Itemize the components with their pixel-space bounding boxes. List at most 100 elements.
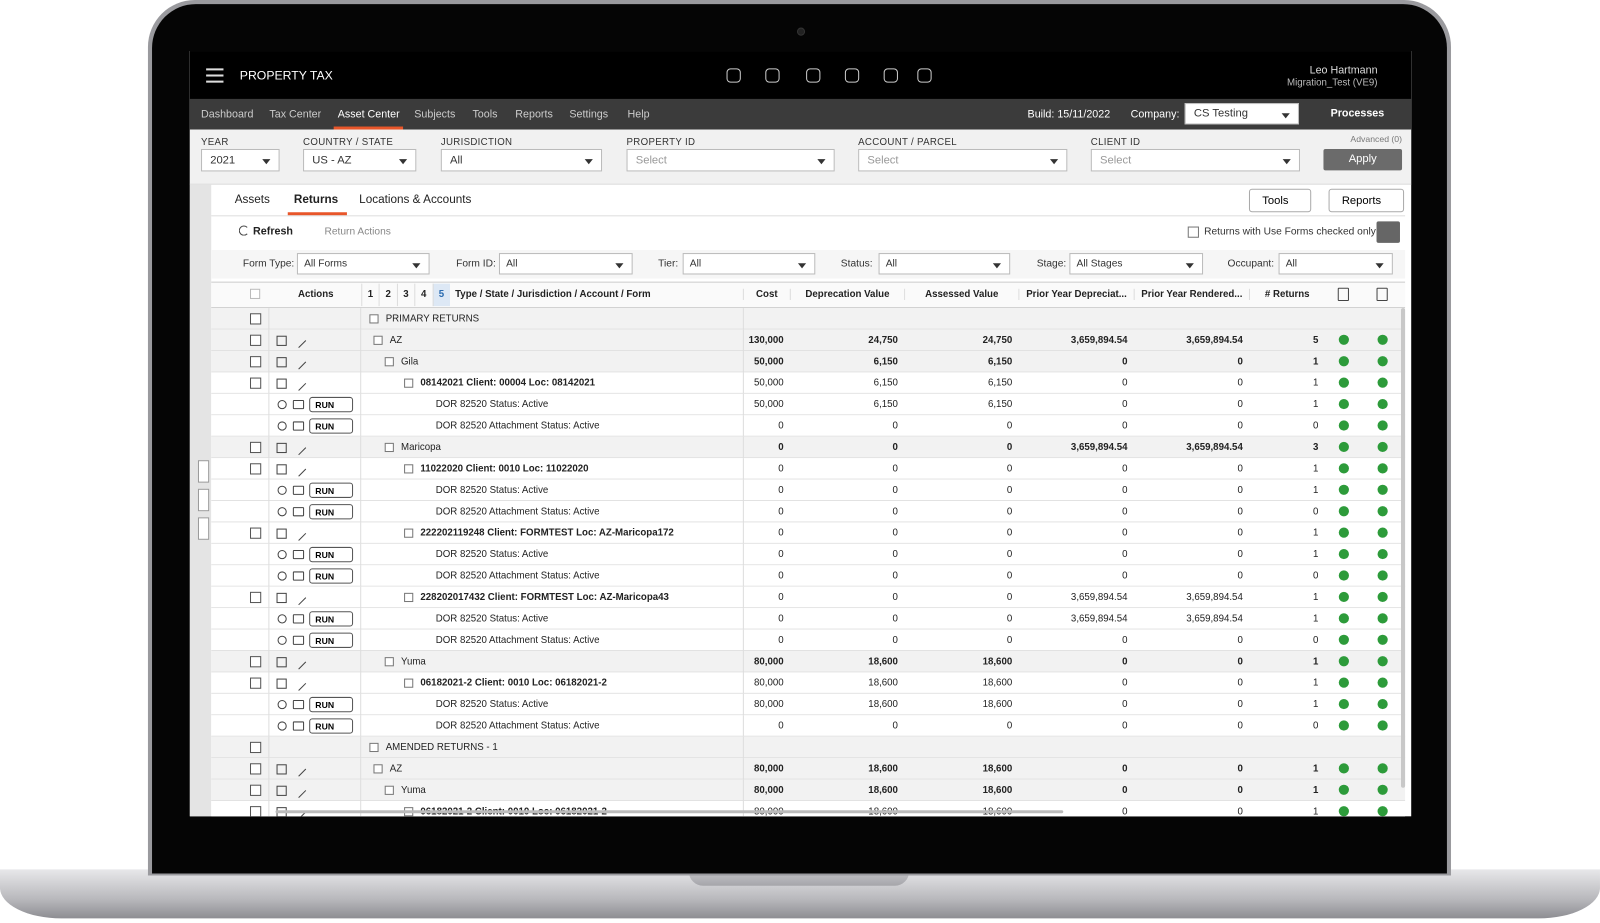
- copy-icon[interactable]: [276, 442, 287, 454]
- row-checkbox[interactable]: [249, 763, 262, 775]
- expand-toggle[interactable]: [384, 785, 394, 795]
- reports-button[interactable]: Reports: [1328, 188, 1405, 213]
- nav-item[interactable]: Help: [627, 108, 650, 121]
- comment-icon[interactable]: [292, 507, 305, 517]
- sidebar-toggle[interactable]: [197, 517, 210, 540]
- header-icon[interactable]: [883, 68, 898, 83]
- use-forms-checkbox[interactable]: [1187, 226, 1199, 238]
- search-icon[interactable]: [277, 635, 287, 645]
- sidebar-toggle[interactable]: [197, 460, 210, 483]
- copy-icon[interactable]: [276, 657, 287, 668]
- tier-button[interactable]: 4: [414, 283, 431, 307]
- copy-icon[interactable]: [276, 785, 287, 796]
- copy-icon[interactable]: [276, 528, 287, 539]
- tier-button[interactable]: 2: [378, 283, 396, 307]
- form-filter-select[interactable]: All: [1278, 253, 1393, 275]
- expand-toggle[interactable]: [369, 742, 379, 753]
- menu-icon[interactable]: [206, 68, 224, 71]
- row-checkbox[interactable]: [249, 463, 262, 475]
- search-icon[interactable]: [277, 614, 287, 624]
- comment-icon[interactable]: [292, 721, 305, 731]
- expand-toggle[interactable]: [404, 592, 414, 603]
- filter-select[interactable]: Select: [858, 148, 1068, 172]
- comment-icon[interactable]: [292, 571, 305, 581]
- header-icon[interactable]: [726, 68, 741, 83]
- expand-toggle[interactable]: [373, 764, 383, 774]
- comment-icon[interactable]: [292, 549, 305, 560]
- return-actions[interactable]: Return Actions: [324, 226, 391, 238]
- run-button[interactable]: RUN: [309, 632, 354, 648]
- expand-toggle[interactable]: [369, 314, 379, 324]
- tab[interactable]: Assets: [234, 193, 270, 207]
- copy-icon[interactable]: [276, 357, 287, 368]
- row-checkbox[interactable]: [249, 334, 262, 346]
- nav-item[interactable]: Dashboard: [201, 108, 254, 121]
- nav-item[interactable]: Subjects: [414, 108, 456, 121]
- apply-button[interactable]: Apply: [1323, 148, 1403, 171]
- processes[interactable]: Processes: [1330, 107, 1385, 120]
- header-icon[interactable]: [806, 68, 821, 83]
- filter-select[interactable]: Select: [1090, 148, 1300, 172]
- copy-icon[interactable]: [276, 592, 287, 604]
- search-icon[interactable]: [277, 485, 287, 495]
- expand-toggle[interactable]: [384, 442, 394, 453]
- form-filter-select[interactable]: All Stages: [1069, 253, 1204, 275]
- run-button[interactable]: RUN: [309, 546, 354, 563]
- row-checkbox[interactable]: [249, 591, 262, 604]
- nav-item[interactable]: Tools: [472, 108, 498, 121]
- run-button[interactable]: RUN: [309, 568, 354, 584]
- copy-icon[interactable]: [276, 464, 287, 475]
- search-icon[interactable]: [277, 399, 287, 410]
- filter-select[interactable]: 2021: [201, 148, 280, 172]
- run-button[interactable]: RUN: [309, 504, 354, 520]
- tools-button[interactable]: Tools: [1248, 188, 1312, 213]
- form-filter-select[interactable]: All: [498, 253, 633, 275]
- advanced[interactable]: Advanced (0): [1350, 133, 1403, 144]
- tier-button[interactable]: 3: [396, 283, 414, 307]
- refresh[interactable]: Refresh: [253, 225, 293, 238]
- nav-item[interactable]: Reports: [515, 108, 553, 121]
- comment-icon[interactable]: [292, 699, 305, 710]
- header-icon[interactable]: [765, 68, 780, 83]
- row-checkbox[interactable]: [249, 377, 262, 389]
- run-button[interactable]: RUN: [309, 718, 354, 734]
- form-filter-select[interactable]: All Forms: [296, 253, 430, 275]
- search-icon[interactable]: [277, 549, 287, 560]
- list-button[interactable]: [1376, 221, 1400, 243]
- header-checkbox[interactable]: [249, 288, 261, 299]
- tab[interactable]: Returns: [293, 193, 339, 207]
- form-filter-select[interactable]: All: [682, 253, 816, 275]
- search-icon[interactable]: [277, 507, 287, 517]
- row-checkbox[interactable]: [249, 656, 262, 668]
- menu-icon[interactable]: [206, 74, 224, 77]
- run-button[interactable]: RUN: [309, 396, 354, 413]
- run-button[interactable]: RUN: [309, 696, 354, 713]
- expand-toggle[interactable]: [384, 657, 394, 667]
- expand-toggle[interactable]: [404, 464, 414, 474]
- menu-icon[interactable]: [206, 80, 224, 83]
- expand-toggle[interactable]: [404, 678, 414, 688]
- row-checkbox[interactable]: [249, 313, 262, 325]
- expand-toggle[interactable]: [404, 378, 414, 388]
- sidebar-toggle[interactable]: [197, 488, 210, 512]
- row-checkbox[interactable]: [249, 677, 262, 689]
- copy-icon[interactable]: [276, 335, 287, 346]
- copy-icon[interactable]: [276, 378, 287, 389]
- filter-select[interactable]: Select: [626, 148, 835, 172]
- user-name[interactable]: Leo Hartmann: [1309, 64, 1378, 77]
- company-select[interactable]: CS Testing: [1184, 103, 1299, 125]
- row-checkbox[interactable]: [249, 806, 262, 817]
- comment-icon[interactable]: [292, 421, 305, 431]
- expand-toggle[interactable]: [404, 528, 414, 538]
- filter-select[interactable]: US - AZ: [303, 148, 417, 172]
- search-icon[interactable]: [277, 421, 287, 431]
- nav-item[interactable]: Tax Center: [269, 108, 322, 121]
- form-filter-select[interactable]: All: [878, 253, 1011, 275]
- tab[interactable]: Locations & Accounts: [359, 193, 472, 207]
- expand-toggle[interactable]: [373, 335, 383, 345]
- run-button[interactable]: RUN: [309, 482, 354, 498]
- header-icon[interactable]: [844, 68, 860, 83]
- search-icon[interactable]: [277, 721, 287, 731]
- row-checkbox[interactable]: [249, 356, 262, 368]
- tier-button[interactable]: 1: [361, 283, 378, 307]
